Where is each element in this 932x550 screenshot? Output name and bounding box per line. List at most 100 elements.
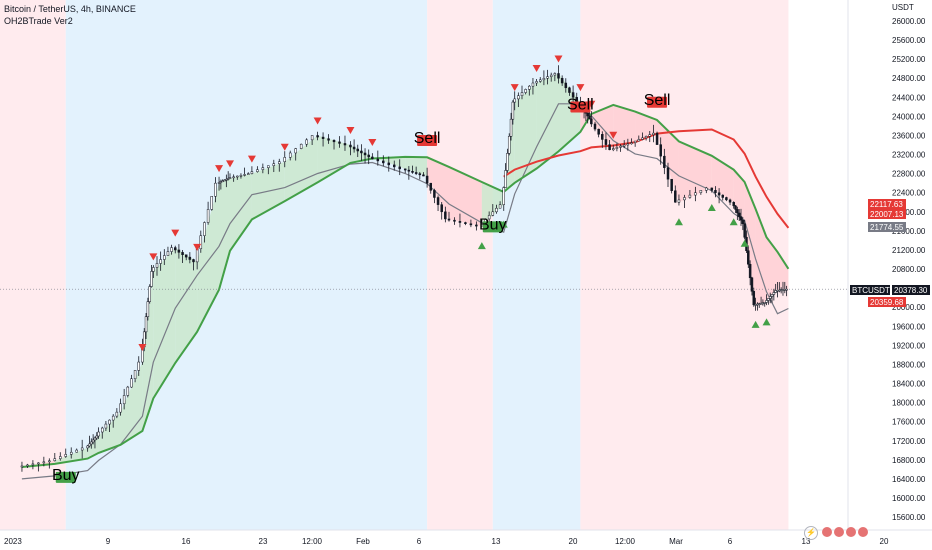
down-arrow-marker [247,155,256,163]
price-tick-label: 22400.00 [892,189,926,198]
bottom-right-controls: ⚡ [804,526,884,540]
trend-fill-segment [777,251,789,291]
candle-body [674,190,677,203]
time-tick-label: 12:00 [302,537,323,546]
trend-fill-segment [230,173,252,251]
price-tag: 22007.13 [868,209,906,219]
candle-body [571,92,575,98]
candle-body [203,222,206,236]
candle-body [111,415,115,421]
candle-body [710,187,714,191]
trend-fill-segment [405,156,428,176]
price-tick-label: 18000.00 [892,399,926,408]
candle-body [725,197,728,201]
lightning-icon[interactable]: ⚡ [804,526,818,540]
candle-body [137,361,140,371]
sell-signal: Sell [567,97,594,114]
candle-body [223,179,226,182]
candle-body [159,259,162,264]
price-tag-label: 20359.68 [870,298,904,307]
flag-icon[interactable] [834,527,844,537]
candle-body [648,134,651,137]
candle-body [705,187,708,191]
candle-body [549,74,553,77]
candle-body [122,395,126,405]
candle-body [363,152,367,156]
candle-body [568,87,571,93]
candle-body [531,82,535,87]
candle-body [586,112,589,117]
up-arrow-marker [751,320,760,328]
signal-badge [417,134,438,146]
down-arrow-marker [510,84,519,92]
candle-body [226,178,230,180]
candle-body [91,439,95,443]
candle-body [90,441,93,445]
flag-icon[interactable] [858,527,868,537]
candle-body [688,194,692,198]
price-tick-label: 24000.00 [892,112,926,121]
candle-body [619,145,622,148]
trend-zones [0,0,789,530]
flag-icon[interactable] [822,527,832,537]
candle-body [332,140,336,143]
candle-body [593,123,597,130]
candle-body [387,162,391,166]
candle-body [601,134,604,140]
buy-signal: Buy [479,216,507,233]
down-arrow-marker [280,143,289,151]
candle-body [747,250,750,265]
trend-fill-segment [744,182,756,305]
candle-body [155,263,159,268]
candle-body [694,192,697,196]
time-tick-label: 9 [106,537,111,546]
down-arrow-marker [138,344,147,352]
price-tick-label: 21600.00 [892,227,926,236]
signal-badge [482,221,503,233]
trend-fill-segment [657,120,679,203]
price-tick-label: 17600.00 [892,418,926,427]
trend-zone-bear [427,0,493,530]
trend-fill-segment [766,237,778,303]
candle-body [699,190,703,193]
candle-body [148,286,151,302]
down-arrow-marker [171,229,180,237]
price-tick-label: 25600.00 [892,36,926,45]
trend-fill-segment [558,73,581,152]
signal-label: Sell [567,97,594,114]
time-tick-label: 20 [569,537,578,546]
down-arrow-marker [149,253,158,261]
price-tick-label: 22000.00 [892,208,926,217]
candle-body [612,148,615,151]
price-tick-label: 26000.00 [892,17,926,26]
candle-body [597,128,600,135]
candle-body [608,144,611,151]
candle-body [299,143,303,149]
candle-body [338,141,341,144]
candle-body [283,157,286,162]
price-tick-label: 19200.00 [892,341,926,350]
candle-body [163,255,166,260]
signal-badge [55,471,76,483]
candle-body [447,218,451,221]
price-tag-bg [850,285,890,295]
candle-body [206,209,210,223]
candle-body [506,153,509,171]
candle-body [152,267,155,272]
flag-icon[interactable] [846,527,856,537]
candle-body [557,73,560,79]
price-tag-bg [868,209,906,219]
price-tag: 20359.68 [868,297,906,307]
down-arrow-marker [313,117,322,125]
trend-fill-segment [536,73,559,169]
candle-body [491,211,495,216]
symbol-title: Bitcoin / TetherUS, 4h, BINANCE [4,4,136,14]
candle-body [659,144,662,157]
signal-badge [570,101,591,113]
candle-body [604,139,608,145]
candle-body [641,137,644,140]
candle-body [737,212,741,217]
